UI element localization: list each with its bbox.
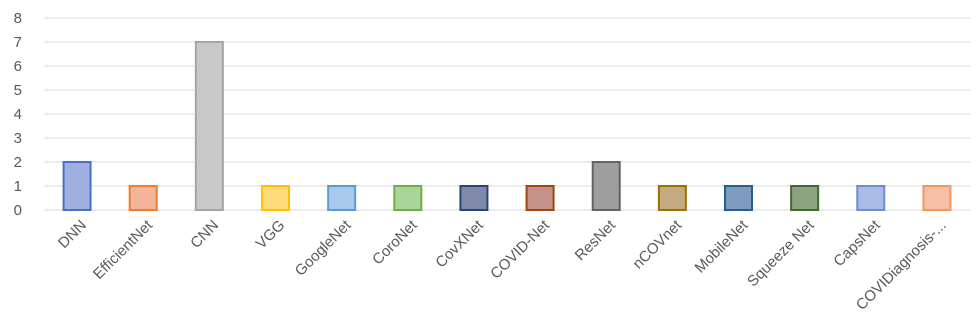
y-tick-label: 5 bbox=[14, 82, 22, 99]
bar bbox=[525, 185, 555, 211]
y-tick-label: 6 bbox=[14, 58, 22, 75]
x-category-label: DNN bbox=[55, 217, 90, 252]
x-category-label: ResNet bbox=[572, 216, 620, 264]
bars bbox=[62, 41, 952, 211]
bar bbox=[128, 185, 158, 211]
y-axis-tick-labels: 0 1 2 3 4 5 6 7 8 bbox=[14, 10, 22, 219]
x-category-label: MobileNet bbox=[692, 216, 752, 276]
x-category-label: VGG bbox=[253, 217, 289, 253]
bar bbox=[657, 185, 687, 211]
bar bbox=[393, 185, 423, 211]
bar bbox=[194, 41, 224, 211]
x-category-label: COVID-Net bbox=[487, 216, 553, 282]
bar bbox=[591, 161, 621, 211]
x-category-label: Squeeze Net bbox=[744, 216, 818, 290]
y-tick-label: 0 bbox=[14, 202, 22, 219]
y-tick-label: 8 bbox=[14, 10, 22, 27]
bar bbox=[459, 185, 489, 211]
bar bbox=[261, 185, 290, 211]
x-category-label: GoogleNet bbox=[292, 216, 355, 279]
x-axis-category-labels: DNN EfficientNet CNN VGG GoogleNet CoroNet Cov… bbox=[55, 216, 950, 313]
bar bbox=[62, 161, 92, 211]
x-category-label: CapsNet bbox=[830, 216, 884, 270]
bar bbox=[790, 185, 820, 211]
x-category-label: CoroNet bbox=[369, 216, 421, 268]
x-category-label: EfficientNet bbox=[90, 216, 157, 283]
y-tick-label: 2 bbox=[14, 154, 22, 171]
bar bbox=[856, 185, 886, 211]
y-tick-label: 1 bbox=[14, 178, 22, 195]
bar bbox=[922, 185, 952, 211]
x-category-label: CovXNet bbox=[432, 216, 487, 271]
y-tick-label: 4 bbox=[14, 106, 22, 123]
y-tick-label: 3 bbox=[14, 130, 22, 147]
bar bbox=[724, 185, 753, 211]
x-category-label: nCOVnet bbox=[630, 216, 686, 272]
x-category-label: CNN bbox=[187, 217, 222, 252]
y-tick-label: 7 bbox=[14, 34, 22, 51]
bar bbox=[327, 185, 357, 211]
gridlines bbox=[44, 17, 970, 211]
